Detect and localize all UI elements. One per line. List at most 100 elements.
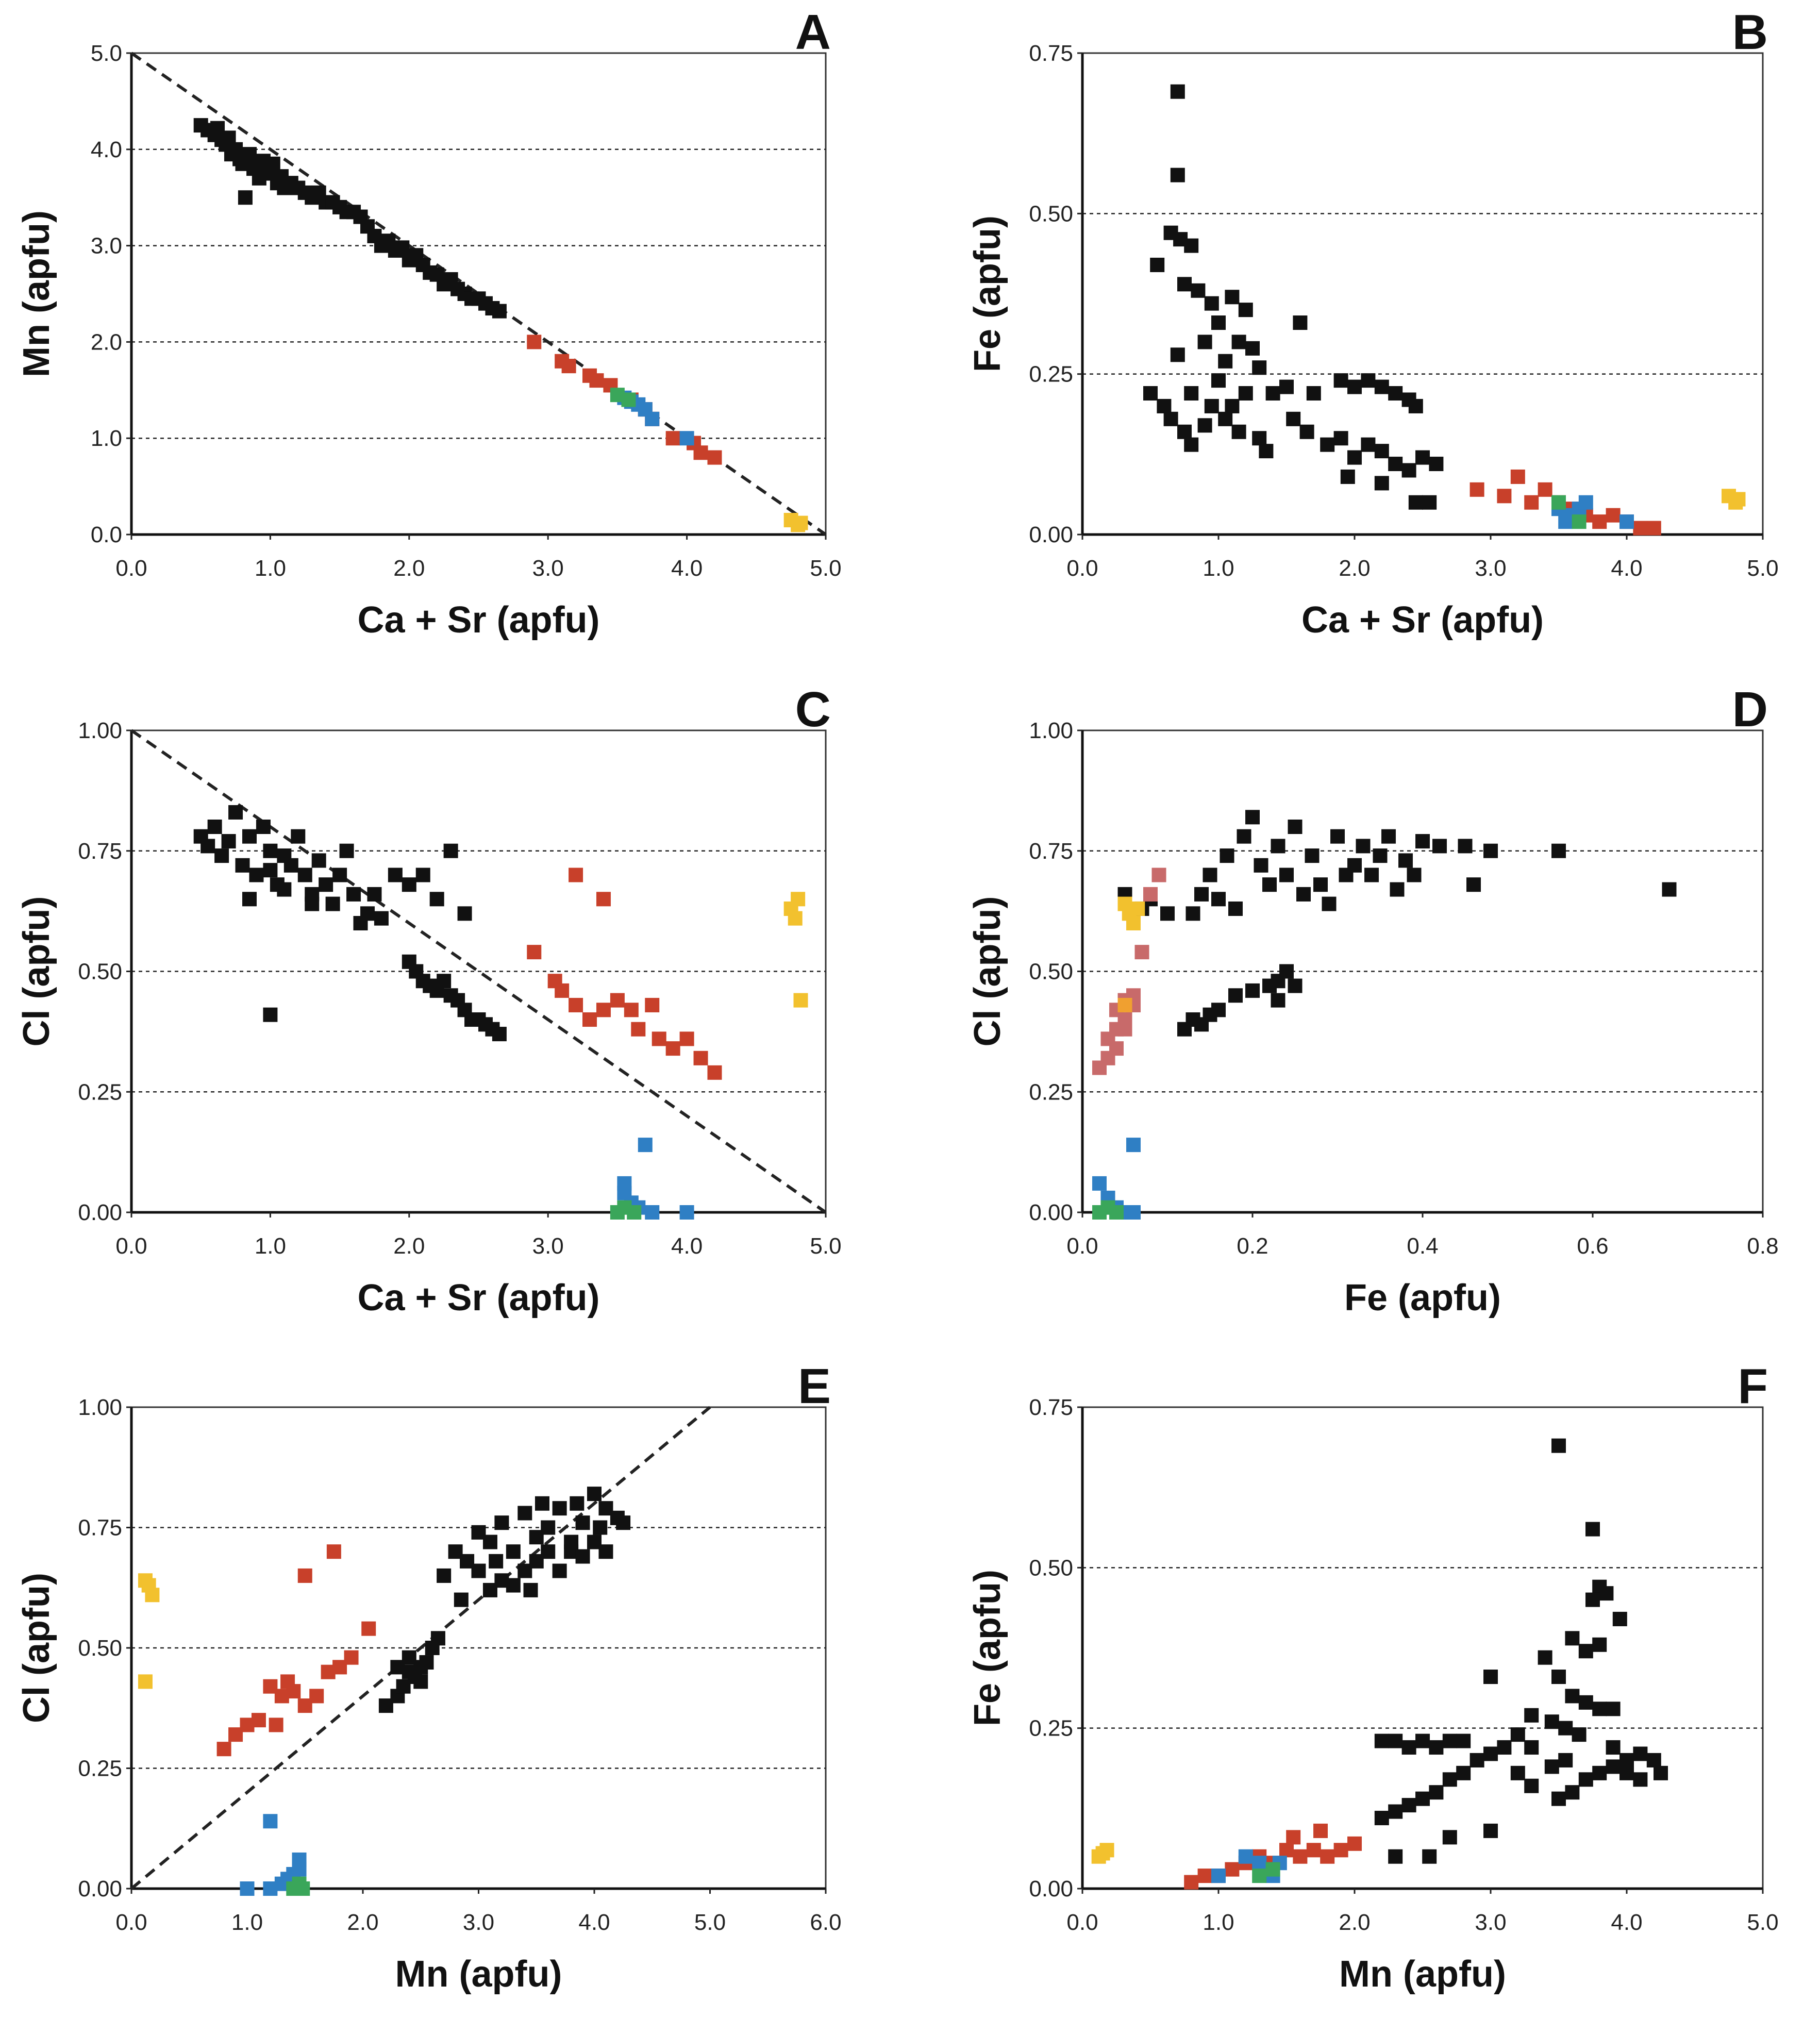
panel-e-point-red bbox=[361, 1621, 376, 1636]
panel-c-point-red bbox=[610, 993, 625, 1008]
panel-b-point-black bbox=[1340, 469, 1355, 484]
panel-d-x-axis-title: Fe (apfu) bbox=[1344, 1277, 1501, 1319]
panel-b-x-axis-title: Ca + Sr (apfu) bbox=[1301, 599, 1544, 641]
panel-d-point-black bbox=[1381, 829, 1396, 844]
panel-f-point-black bbox=[1415, 1791, 1430, 1806]
panel-d-point-pink bbox=[1151, 868, 1166, 882]
panel-b-point-black bbox=[1265, 386, 1280, 401]
panel-d-point-black bbox=[1373, 848, 1388, 863]
panel-f-point-black bbox=[1429, 1740, 1444, 1755]
panel-b-y-axis-title: Fe (apfu) bbox=[967, 215, 1008, 372]
panel-a-point-red bbox=[693, 445, 708, 460]
panel-d-point-black bbox=[1407, 868, 1422, 882]
panel-e-point-green bbox=[295, 1881, 310, 1896]
panel-f-point-red bbox=[1347, 1836, 1362, 1851]
panel-c-point-black bbox=[221, 834, 236, 849]
panel-c-point-yellow bbox=[791, 892, 806, 907]
panel-e-point-red bbox=[344, 1650, 359, 1665]
panel-f-point-black bbox=[1510, 1765, 1525, 1780]
panel-e-y-tick-label: 0.25 bbox=[78, 1756, 122, 1781]
panel-b-y-tick-label: 0.00 bbox=[1029, 522, 1073, 547]
panel-a-point-red bbox=[589, 373, 604, 388]
panel-f-x-tick-label: 2.0 bbox=[1339, 1910, 1370, 1935]
panel-b-point-black bbox=[1177, 424, 1192, 439]
panel-c-point-red bbox=[596, 892, 611, 907]
panel-f-x-tick-label: 5.0 bbox=[1747, 1910, 1778, 1935]
panel-f-point-black bbox=[1456, 1765, 1471, 1780]
panel-f-point-red bbox=[1197, 1869, 1212, 1883]
panel-d-point-black bbox=[1203, 868, 1217, 882]
panel-e-point-black bbox=[489, 1554, 504, 1569]
panel-d-point-black bbox=[1313, 877, 1328, 892]
panel-d-point-black bbox=[1271, 993, 1285, 1008]
panel-b-point-black bbox=[1170, 168, 1185, 182]
panel-f-point-black bbox=[1544, 1759, 1559, 1774]
panel-c-point-black bbox=[263, 843, 278, 858]
panel-f-point-black bbox=[1633, 1772, 1648, 1787]
panel-e-x-tick-label: 6.0 bbox=[810, 1910, 841, 1935]
panel-e-reference-line bbox=[130, 1406, 711, 1890]
panel-f-point-black bbox=[1388, 1733, 1403, 1748]
panel-c-point-black bbox=[415, 868, 430, 882]
panel-a-point-red bbox=[707, 450, 722, 465]
panel-c-y-axis-title: Cl (apfu) bbox=[16, 896, 57, 1047]
panel-c-series-blue bbox=[617, 1138, 694, 1220]
panel-b-point-black bbox=[1408, 495, 1423, 510]
panel-b-point-green bbox=[1572, 514, 1587, 529]
panel-c-point-red bbox=[596, 1003, 611, 1018]
panel-b-series-yellow bbox=[1722, 489, 1746, 510]
panel-f-point-black bbox=[1538, 1650, 1552, 1665]
panel-d-point-black bbox=[1288, 820, 1303, 834]
panel-d-point-black bbox=[1279, 964, 1294, 979]
panel-a-point-green bbox=[621, 392, 636, 407]
panel-a-y-tick-label: 2.0 bbox=[91, 329, 122, 355]
panel-d-point-black bbox=[1305, 848, 1320, 863]
panel-f-point-red bbox=[1306, 1843, 1321, 1858]
panel-d-point-black bbox=[1288, 978, 1303, 993]
panel-b-point-red bbox=[1470, 482, 1484, 497]
panel-d-point-black bbox=[1390, 882, 1405, 897]
panel-a-series-green bbox=[610, 388, 636, 407]
panel-d-point-green bbox=[1109, 1205, 1124, 1220]
panel-b-x-tick-label: 4.0 bbox=[1611, 556, 1642, 581]
panel-c-point-black bbox=[388, 868, 403, 882]
panel-b-point-black bbox=[1401, 463, 1416, 478]
panel-c-series-green bbox=[610, 1200, 642, 1220]
panel-d-point-black bbox=[1322, 896, 1337, 911]
panel-f-y-tick-label: 0.25 bbox=[1029, 1716, 1073, 1741]
panel-d-point-black bbox=[1211, 892, 1226, 907]
panel-f-point-black bbox=[1585, 1522, 1600, 1537]
panel-b-point-black bbox=[1415, 450, 1430, 465]
panel-f-point-black bbox=[1429, 1785, 1444, 1800]
panel-f-point-black bbox=[1578, 1772, 1593, 1787]
panel-f-point-green bbox=[1265, 1862, 1280, 1877]
panel-f-point-black bbox=[1483, 1670, 1498, 1685]
panel-c-point-green bbox=[627, 1205, 642, 1220]
panel-b-point-black bbox=[1252, 431, 1267, 446]
panel-a-x-tick-label: 5.0 bbox=[810, 556, 841, 581]
panel-e-point-red bbox=[326, 1544, 341, 1559]
panel-f-point-red bbox=[1293, 1849, 1308, 1864]
panel-b-point-black bbox=[1361, 437, 1376, 452]
panel-a: 0.0 1.0 2.0 3.0 4.0 5.0 0.0 1.0 2.0 3.0 4.0 5.0 Ca +… bbox=[16, 5, 842, 641]
panel-b-point-black bbox=[1293, 315, 1308, 330]
panel-e-x-tick-label: 5.0 bbox=[694, 1910, 726, 1935]
panel-d-y-tick-label: 0.75 bbox=[1029, 839, 1073, 864]
panel-c-point-black bbox=[443, 843, 458, 858]
panel-c-point-red bbox=[707, 1065, 722, 1080]
panel-f-point-black bbox=[1606, 1702, 1621, 1716]
panel-c-point-black bbox=[242, 892, 257, 907]
panel-f-point-black bbox=[1497, 1740, 1512, 1755]
panel-b-letter: B bbox=[1732, 5, 1768, 60]
panel-b-point-black bbox=[1279, 379, 1294, 394]
panel-d-series-orange bbox=[1117, 997, 1132, 1012]
panel-c-point-red bbox=[679, 1031, 694, 1046]
panel-c-point-black bbox=[325, 896, 340, 911]
panel-a-x-tick-label: 4.0 bbox=[671, 556, 703, 581]
panel-d-point-black bbox=[1220, 848, 1234, 863]
panel-c-point-black bbox=[263, 863, 278, 878]
panel-e-point-blue bbox=[292, 1862, 307, 1877]
panel-b-point-black bbox=[1306, 386, 1321, 401]
panel-f-x-axis-title: Mn (apfu) bbox=[1339, 1954, 1506, 1995]
